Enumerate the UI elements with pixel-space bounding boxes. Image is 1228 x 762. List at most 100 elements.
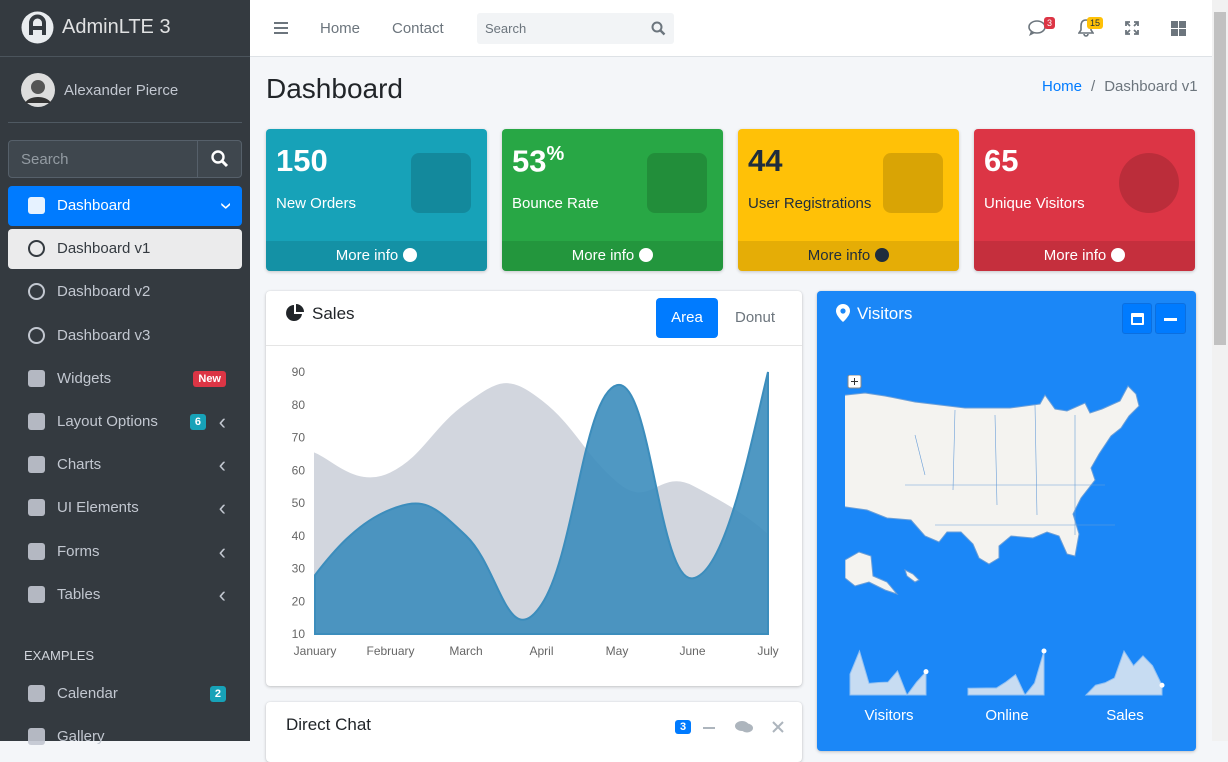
card-header: Sales Area Donut [266, 291, 802, 346]
sparkline [967, 648, 1047, 696]
info-label: Unique Visitors [984, 195, 1085, 212]
nav-search[interactable]: Search [477, 13, 674, 44]
user-panel[interactable]: Alexander Pierce [8, 66, 242, 123]
menu-label: Dashboard v2 [57, 283, 151, 300]
menu-icon [28, 456, 45, 473]
sparkline-end [1041, 648, 1047, 654]
info-footer[interactable]: More info [974, 241, 1195, 271]
us-map[interactable] [845, 375, 1175, 595]
menu-header: EXAMPLES [24, 648, 95, 663]
menu-label: Widgets [57, 370, 112, 387]
nav-link[interactable]: Home [320, 20, 361, 37]
menu-item[interactable]: Dashboard v1 [8, 229, 242, 269]
nav-link[interactable]: Contact [392, 20, 444, 37]
menu-item[interactable]: Charts ‹ [8, 445, 242, 485]
info-value: 65 [984, 143, 1018, 179]
menu-label: Layout Options [57, 413, 158, 430]
more-info-link[interactable]: More info [807, 247, 871, 264]
control-sidebar-icon[interactable] [1171, 21, 1186, 36]
scrollbar[interactable] [1212, 0, 1228, 741]
scroll-thumb[interactable] [1214, 12, 1226, 345]
menu-item[interactable]: Layout Options 6 ‹ [8, 402, 242, 442]
sparkline-label: Online [985, 707, 1029, 724]
minus-icon [1164, 318, 1177, 321]
y-tick-label: 80 [292, 398, 306, 412]
sparkline [849, 649, 929, 697]
search-placeholder: Search [485, 21, 527, 36]
info-label: New Orders [276, 195, 357, 212]
badge: 3 [1044, 17, 1056, 29]
tab[interactable]: Donut [734, 309, 776, 326]
marker-icon [836, 304, 850, 322]
menu-item[interactable]: Gallery [8, 717, 242, 757]
brand-text: AdminLTE 3 [62, 16, 171, 38]
menu-label: Calendar [57, 685, 118, 702]
chevron: ‹ [218, 539, 226, 564]
menu-label: Tables [57, 586, 101, 603]
collapse-button[interactable] [703, 727, 715, 729]
info-footer[interactable]: More info [738, 241, 959, 271]
chevron: ‹ [218, 409, 226, 434]
menu-label: UI Elements [57, 499, 139, 516]
card-title: Sales [312, 304, 355, 323]
card-title: Visitors [857, 304, 913, 323]
search-icon [651, 21, 666, 36]
menu-item[interactable]: Dashboard v3 [8, 316, 242, 356]
value-text: 53 [512, 143, 547, 179]
menu-label: Dashboard [57, 197, 131, 214]
sidebar: AdminLTE 3 Alexander Pierce Search Dashb… [0, 0, 250, 745]
info-box: 44 User Registrations More info [738, 129, 959, 271]
menu-item[interactable]: Tables ‹ [8, 575, 242, 615]
menu-item[interactable]: Calendar 2 [8, 674, 242, 714]
fullscreen-icon[interactable] [1125, 21, 1139, 35]
calendar-button[interactable] [1122, 303, 1152, 334]
menu-item[interactable]: Dashboard ‹ [8, 186, 242, 226]
breadcrumb-item: Dashboard v1 [1104, 78, 1198, 95]
menu-item[interactable]: Dashboard v2 [8, 272, 242, 312]
tab-active[interactable]: Area [656, 298, 718, 338]
collapse-button[interactable] [1155, 303, 1186, 334]
card-title: Direct Chat [286, 715, 372, 734]
sparkline-end [923, 669, 929, 675]
info-footer[interactable]: More info [266, 241, 487, 271]
x-tick-label: June [679, 644, 705, 658]
y-tick-label: 90 [292, 365, 306, 379]
breadcrumb-link[interactable]: Home [1042, 78, 1083, 95]
visitors-card: Visitors Visitors Online Sales [817, 291, 1196, 751]
menu-icon [28, 543, 45, 560]
brand[interactable]: AdminLTE 3 [0, 0, 250, 57]
contacts-button[interactable] [735, 720, 753, 734]
x-tick-label: February [366, 644, 414, 658]
sparkline [1084, 649, 1165, 696]
more-info-link[interactable]: More info [335, 247, 399, 264]
menu-item[interactable]: Forms ‹ [8, 532, 242, 572]
hamburger[interactable] [274, 21, 288, 35]
x-tick-label: April [529, 644, 553, 658]
more-info-link[interactable]: More info [1043, 247, 1107, 264]
info-footer[interactable]: More info [502, 241, 723, 271]
pie-icon [286, 304, 304, 321]
area-series [314, 371, 769, 635]
info-label: Bounce Rate [512, 195, 599, 212]
info-icon [411, 153, 471, 213]
chevron: ‹ [218, 452, 226, 477]
sparkline-area [849, 649, 927, 697]
x-tick-label: January [294, 644, 337, 658]
y-tick-label: 20 [292, 594, 306, 608]
sales-chart: 10 20 30 40 50 60 70 80 90 January February March Ap… [292, 365, 779, 658]
menu-item[interactable]: UI Elements ‹ [8, 488, 242, 528]
value-text: 44 [748, 143, 783, 178]
menu-icon [28, 413, 45, 430]
more-info-link[interactable]: More info [571, 247, 635, 264]
y-tick-label: 10 [292, 627, 306, 641]
sidebar-search[interactable]: Search [8, 140, 242, 178]
close-button[interactable] [772, 721, 784, 733]
search-button[interactable] [197, 140, 242, 178]
menu-icon [28, 370, 45, 387]
info-box: 150 New Orders More info [266, 129, 487, 271]
menu-icon [28, 499, 45, 516]
badge: New [193, 371, 226, 387]
brand-logo [21, 11, 54, 44]
breadcrumb: Home / Dashboard v1 [1042, 78, 1198, 95]
menu-item[interactable]: Widgets New [8, 359, 242, 399]
